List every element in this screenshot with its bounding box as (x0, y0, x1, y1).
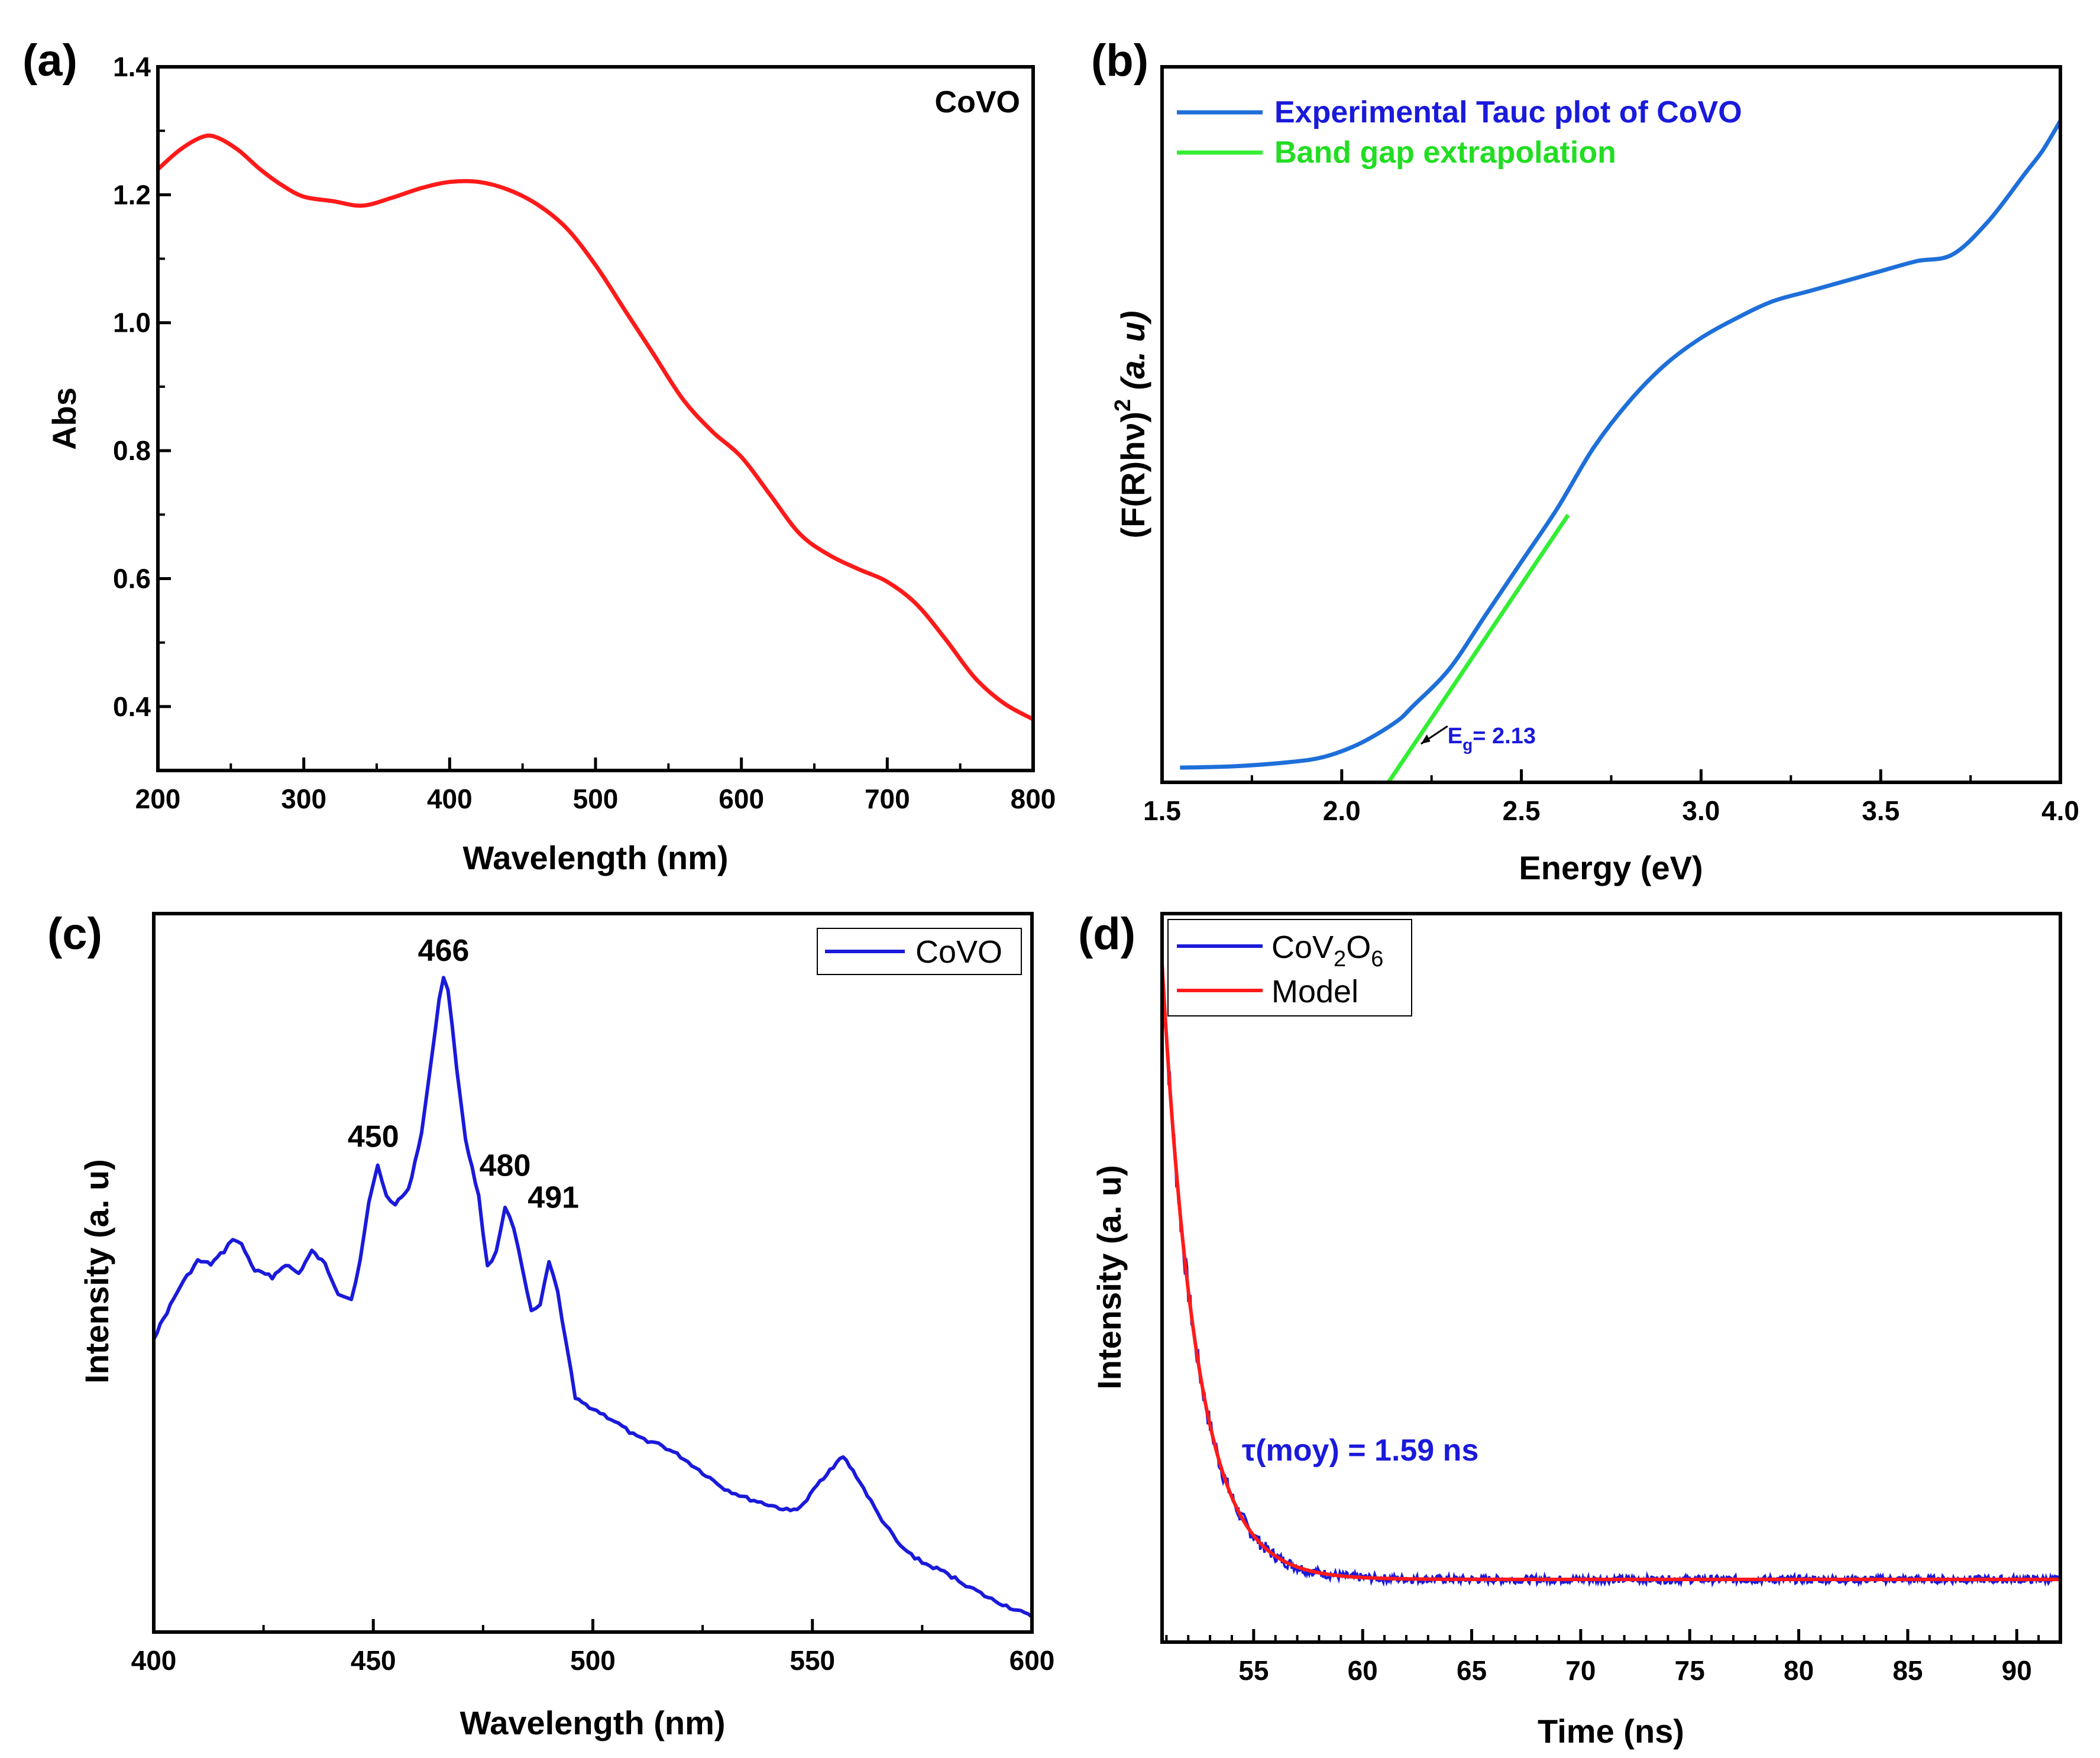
x-tick-label: 600 (1009, 1645, 1055, 1676)
panel-d-lifetime-annotation: τ(moy) = 1.59 ns (1242, 1433, 1478, 1468)
panel-b-tauc-plot: (b) 1.5 2.0 2.5 3.0 3.5 4.0 Energy (eV) (F(R)… (1091, 35, 2079, 886)
panel-d-legend-box (1167, 919, 1412, 1016)
x-tick-label: 80 (1784, 1655, 1814, 1686)
panel-c-legend: CoVO (817, 928, 1022, 975)
panel-b-series-bandgap-line (1386, 514, 1570, 784)
x-tick-label: 200 (135, 784, 181, 814)
x-tick-label: 65 (1457, 1655, 1487, 1686)
legend-label-bandgap: Band gap extrapolation (1274, 135, 1616, 170)
x-tick-label: 4.0 (2041, 795, 2079, 826)
x-tick-label: 60 (1348, 1655, 1378, 1686)
y-tick-label: 1.2 (113, 179, 151, 210)
x-tick-label: 90 (2002, 1655, 2032, 1686)
x-tick-label: 55 (1238, 1655, 1269, 1686)
panel-a-y-axis-title: Abs (46, 387, 83, 450)
panel-b-x-ticks: 1.5 2.0 2.5 3.0 3.5 4.0 (1143, 769, 2079, 826)
panel-b-label: (b) (1091, 35, 1148, 86)
panel-a-label: (a) (22, 35, 77, 86)
x-tick-label: 1.5 (1143, 795, 1181, 826)
panel-c-x-axis-title: Wavelength (nm) (460, 1704, 725, 1741)
x-tick-label: 400 (427, 784, 473, 814)
panel-a-plot-area (156, 133, 1034, 721)
panel-b-x-axis-title: Energy (eV) (1519, 849, 1703, 886)
panel-d-label: (d) (1078, 909, 1135, 959)
panel-d-decay-plot: (d) 55 60 65 70 75 80 85 90 Time (ns) Intensity… (1078, 909, 2062, 1750)
y-tick-label: 0.4 (113, 691, 151, 722)
peak-label-450: 450 (348, 1120, 399, 1154)
panel-d-legend: CoV2O6 Model (1167, 919, 1412, 1016)
bandgap-arrowhead (1421, 734, 1431, 744)
x-tick-label: 500 (570, 1645, 616, 1676)
panel-d-series-cov2o6 (1161, 963, 2062, 1588)
x-tick-label: 550 (789, 1645, 835, 1676)
peak-label-480: 480 (480, 1148, 531, 1183)
panel-a-frame (156, 65, 1035, 772)
x-tick-label: 600 (719, 784, 764, 814)
x-tick-label: 400 (131, 1645, 177, 1676)
x-tick-label: 2.5 (1503, 795, 1541, 826)
x-tick-label: 85 (1892, 1655, 1923, 1686)
panel-c-plot-area (152, 976, 1033, 1618)
panel-a-series-covo (156, 133, 1034, 721)
panel-a-abs-spectrum: (a) 200 300 400 500 600 700 800 0.4 0.6 0.8 1.0 1.… (22, 35, 1056, 876)
x-tick-label: 300 (281, 784, 326, 814)
panel-b-bandgap-annotation: Eg= 2.13 (1420, 724, 1536, 754)
panel-c-series-covo (152, 976, 1033, 1618)
panel-b-legend: Experimental Tauc plot of CoVO Band gap … (1177, 95, 1742, 170)
x-tick-label: 700 (865, 784, 910, 814)
x-tick-label: 3.0 (1682, 795, 1720, 826)
panel-d-x-ticks: 55 60 65 70 75 80 85 90 (1165, 1629, 2062, 1686)
panel-d-plot-area (1160, 963, 2062, 1588)
panel-b-series-tauc (1180, 119, 2063, 770)
panel-c-y-axis-title: Intensity (a. u) (78, 1159, 115, 1384)
peak-label-491: 491 (528, 1181, 579, 1215)
peak-label-466: 466 (418, 934, 470, 968)
panel-a-y-ticks: 0.4 0.6 0.8 1.0 1.2 1.4 (113, 51, 171, 772)
x-tick-label: 3.5 (1862, 795, 1900, 826)
x-tick-label: 800 (1011, 784, 1056, 814)
legend-label-model: Model (1271, 974, 1358, 1009)
panel-d-series-model (1160, 963, 2060, 1581)
legend-label-cov2o6: CoV2O6 (1271, 930, 1383, 972)
legend-label-tauc: Experimental Tauc plot of CoVO (1274, 95, 1742, 129)
panel-c-label: (c) (47, 909, 102, 959)
panel-a-x-ticks: 200 300 400 500 600 700 800 (135, 757, 1056, 814)
x-tick-label: 75 (1675, 1655, 1705, 1686)
x-tick-label: 450 (351, 1645, 396, 1676)
panel-a-x-axis-title: Wavelength (nm) (462, 839, 728, 876)
panel-b-plot-area (1180, 119, 2063, 784)
y-tick-label: 0.6 (113, 563, 151, 594)
panel-b-y-axis-title: (F(R)hν)2 (a. u) (1111, 310, 1151, 538)
y-tick-label: 1.0 (113, 307, 151, 338)
panel-c-x-ticks: 400 450 500 550 600 (131, 1619, 1055, 1676)
panel-d-y-axis-title: Intensity (a. u) (1091, 1165, 1128, 1390)
panel-a-annotation-covo: CoVO (935, 85, 1020, 119)
x-tick-label: 2.0 (1323, 795, 1361, 826)
y-tick-label: 1.4 (113, 51, 151, 82)
x-tick-label: 500 (573, 784, 619, 814)
y-tick-label: 0.8 (113, 435, 151, 466)
bandgap-label: Eg= 2.13 (1448, 724, 1536, 754)
legend-label-covo: CoVO (915, 934, 1002, 970)
panel-d-x-axis-title: Time (ns) (1538, 1712, 1684, 1750)
panel-c-frame (152, 912, 1034, 1634)
x-tick-label: 70 (1565, 1655, 1596, 1686)
panel-d-frame (1160, 912, 2062, 1644)
